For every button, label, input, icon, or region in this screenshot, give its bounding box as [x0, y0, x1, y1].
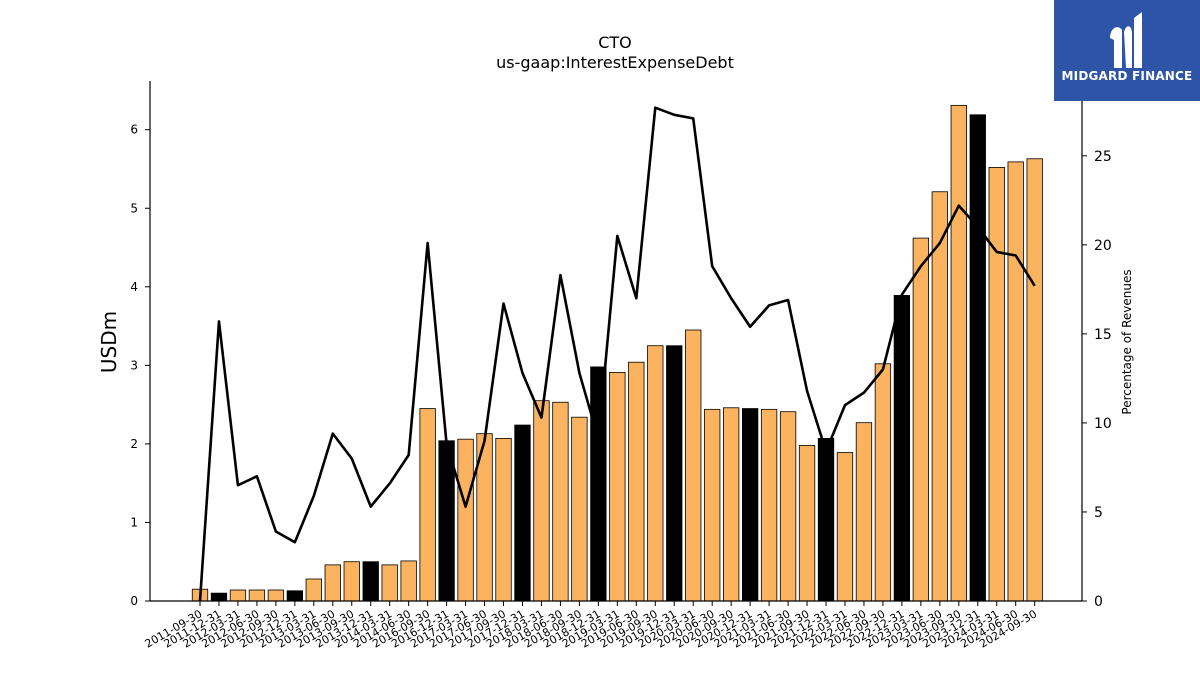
bar-2018-03-31 — [533, 400, 550, 602]
bar-2020-09-30 — [723, 407, 740, 602]
bar-2020-12-31 — [741, 408, 759, 602]
logo-mark-icon — [1110, 12, 1142, 68]
bar-2016-09-30 — [419, 408, 436, 602]
bar-2023-09-30 — [950, 104, 967, 602]
y2-tick-label: 0 — [1094, 594, 1103, 610]
bar-2017-09-30 — [495, 438, 512, 602]
bar-2019-12-31 — [666, 345, 683, 602]
bar-2013-09-30 — [343, 561, 360, 602]
bar-2012-03-31 — [229, 589, 247, 602]
y2-tick-label: 15 — [1094, 327, 1112, 343]
bar-2022-06-30 — [855, 422, 873, 602]
y-tick-label: 4 — [130, 280, 138, 294]
bar-2023-12-31 — [969, 114, 986, 602]
bar-2021-03-31 — [760, 408, 778, 602]
bar-2024-06-30 — [1007, 161, 1024, 602]
bar-2021-12-31 — [817, 438, 835, 602]
bar-2020-06-30 — [704, 408, 721, 602]
bar-2018-09-30 — [571, 416, 588, 602]
percentage-line — [198, 106, 1036, 602]
bar-2023-06-30 — [931, 191, 948, 602]
y-tick-label: 6 — [130, 123, 138, 137]
y-tick-label: 0 — [130, 594, 138, 608]
bar-2011-12-31 — [210, 592, 228, 602]
bar-2012-12-31 — [286, 590, 304, 602]
chart-title: CTO — [598, 33, 632, 52]
bar-2020-03-31 — [685, 329, 702, 602]
bar-2021-06-30 — [779, 411, 797, 602]
bar-2021-09-30 — [798, 445, 816, 602]
y-axis-label: USDm — [97, 311, 121, 373]
y2-tick-label: 10 — [1094, 416, 1112, 432]
bar-2022-03-31 — [836, 452, 854, 602]
y2-axis-label: Percentage of Revenues — [1120, 269, 1134, 414]
bar-2017-12-31 — [514, 424, 531, 602]
y-tick-label: 1 — [130, 515, 138, 529]
bar-2022-09-30 — [874, 363, 892, 602]
bar-2017-03-31 — [457, 438, 474, 602]
bar-2013-03-31 — [305, 578, 322, 602]
bar-2022-12-31 — [893, 295, 911, 602]
bar-2012-06-30 — [248, 589, 266, 602]
chart-subtitle: us-gaap:InterestExpenseDebt — [496, 53, 734, 72]
bar-2019-09-30 — [647, 345, 664, 602]
bar-2013-12-31 — [362, 561, 379, 602]
bar-2024-09-30 — [1026, 158, 1043, 602]
logo-text: MIDGARD FINANCE — [1061, 69, 1193, 83]
y-tick-label: 3 — [130, 358, 138, 372]
brand-logo: MIDGARD FINANCE — [1054, 0, 1200, 101]
bar-2019-03-31 — [609, 372, 626, 602]
y-tick-label: 5 — [130, 201, 138, 215]
bar-2024-03-31 — [988, 167, 1005, 602]
bar-2014-06-30 — [400, 560, 417, 602]
bar-2019-06-30 — [628, 361, 645, 602]
y2-tick-label: 25 — [1094, 149, 1112, 165]
bar-2018-06-30 — [552, 401, 569, 602]
bar-2012-09-30 — [267, 589, 285, 602]
bar-2023-03-31 — [912, 237, 930, 602]
bar-2018-12-31 — [590, 366, 607, 602]
bar-2013-06-30 — [324, 564, 341, 602]
bar-2014-03-31 — [381, 564, 398, 602]
y2-tick-label: 5 — [1094, 505, 1103, 521]
y-tick-label: 2 — [130, 437, 138, 451]
y2-tick-label: 20 — [1094, 238, 1112, 254]
